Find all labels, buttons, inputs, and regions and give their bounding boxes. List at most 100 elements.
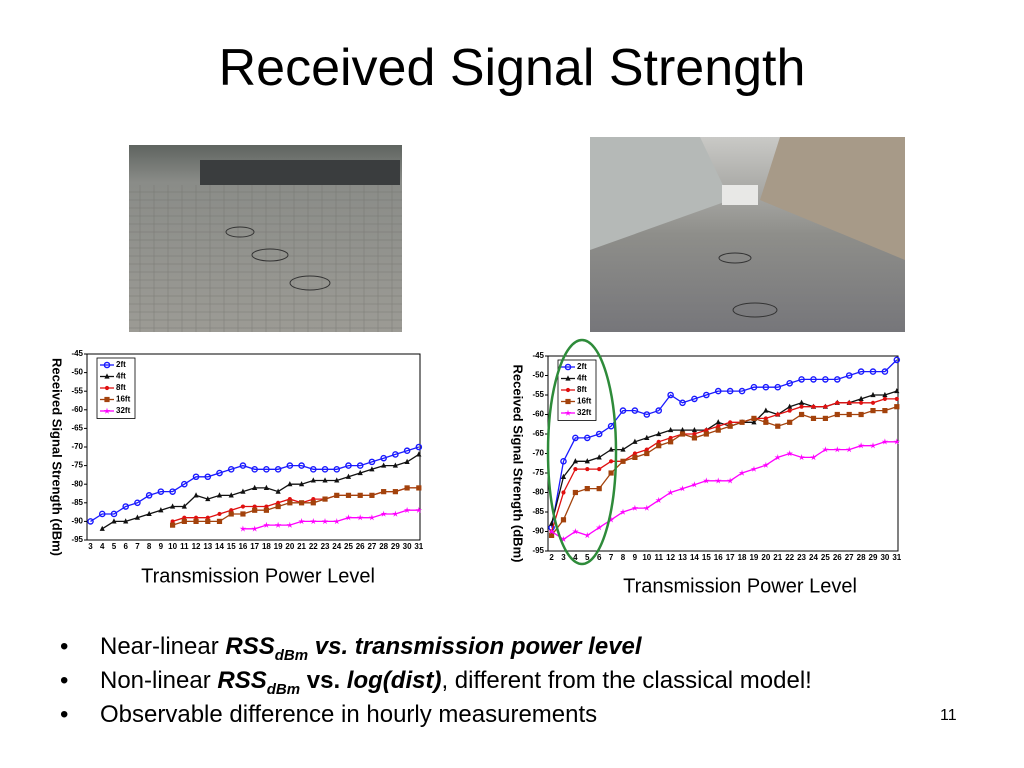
- marker: [103, 407, 111, 414]
- marker: [882, 391, 888, 398]
- x-tick-label: 16: [714, 553, 723, 562]
- marker: [846, 411, 852, 418]
- marker: [169, 522, 176, 528]
- marker: [857, 442, 865, 449]
- legend-label: 32ft: [577, 408, 592, 417]
- x-tick-label: 29: [869, 553, 878, 562]
- marker: [345, 473, 352, 479]
- marker: [193, 492, 199, 498]
- marker: [122, 503, 129, 510]
- marker: [597, 467, 602, 472]
- marker: [403, 506, 411, 513]
- marker: [691, 395, 698, 403]
- marker: [170, 519, 175, 524]
- legend-label: 8ft: [577, 385, 587, 394]
- marker: [811, 404, 816, 409]
- marker: [726, 387, 734, 395]
- marker: [205, 515, 210, 520]
- marker: [381, 462, 387, 468]
- marker: [572, 434, 579, 442]
- series-line: [172, 487, 419, 526]
- x-tick-label: 30: [403, 542, 412, 551]
- bullet-text: Non-linear: [100, 667, 218, 694]
- plot-frame: [547, 355, 899, 552]
- marker: [786, 450, 793, 457]
- bullet-text: vs. transmission power level: [308, 633, 642, 660]
- x-tick-label: 25: [821, 553, 830, 562]
- marker: [572, 458, 578, 464]
- marker: [560, 517, 567, 523]
- marker: [87, 518, 94, 525]
- marker: [298, 462, 305, 469]
- marker: [787, 408, 792, 413]
- x-tick-label: 6: [123, 542, 128, 551]
- marker: [381, 489, 387, 495]
- marker: [205, 518, 211, 524]
- x-tick-label: 23: [797, 553, 806, 562]
- page-number: 11: [940, 707, 957, 724]
- y-tick-label: -60: [71, 405, 83, 414]
- marker: [181, 480, 188, 488]
- marker: [263, 507, 269, 513]
- marker: [833, 376, 841, 383]
- x-axis-label: Transmission Power Level: [623, 575, 857, 597]
- marker: [847, 400, 852, 405]
- marker: [643, 504, 650, 511]
- marker: [619, 407, 627, 414]
- marker: [631, 504, 639, 511]
- y-tick-label: -90: [532, 527, 544, 536]
- x-tick-label: 18: [262, 542, 271, 551]
- marker: [275, 488, 281, 494]
- y-tick-label: -65: [532, 429, 544, 438]
- marker: [103, 361, 111, 369]
- marker: [619, 508, 627, 515]
- marker: [392, 489, 398, 495]
- x-tick-label: 3: [88, 542, 93, 551]
- marker: [822, 376, 829, 383]
- y-tick-label: -70: [532, 449, 544, 458]
- marker: [321, 518, 329, 525]
- marker: [750, 383, 758, 391]
- marker: [334, 492, 340, 498]
- marker: [859, 400, 864, 405]
- x-tick-label: 14: [690, 553, 699, 562]
- x-tick-label: 23: [321, 542, 330, 551]
- marker: [583, 434, 591, 442]
- x-tick-label: 20: [285, 542, 294, 551]
- marker: [810, 415, 817, 421]
- legend-label: 16ft: [577, 397, 592, 406]
- marker: [882, 396, 887, 401]
- marker: [835, 400, 840, 405]
- legend-label: 4ft: [577, 374, 587, 383]
- marker: [798, 399, 805, 405]
- bullet: • Non-linear RSSdBm vs. log(dist), differ…: [60, 667, 812, 698]
- x-tick-label: 12: [192, 542, 201, 551]
- marker: [667, 489, 674, 496]
- marker: [679, 431, 686, 437]
- bullet-text: dBm: [274, 646, 309, 664]
- marker: [216, 492, 223, 498]
- marker: [762, 461, 770, 468]
- marker: [217, 511, 222, 517]
- x-tick-label: 16: [238, 542, 247, 551]
- x-tick-label: 14: [215, 542, 224, 551]
- marker: [182, 515, 187, 520]
- marker: [679, 426, 686, 433]
- marker: [858, 395, 864, 401]
- marker: [631, 407, 639, 414]
- x-tick-label: 7: [609, 553, 614, 562]
- marker: [333, 466, 341, 473]
- x-tick-label: 12: [666, 553, 675, 562]
- marker: [228, 492, 234, 498]
- marker: [548, 520, 555, 526]
- marker: [192, 473, 200, 481]
- y-tick-label: -95: [532, 546, 544, 555]
- marker: [357, 469, 363, 476]
- marker: [774, 383, 782, 391]
- series-line: [242, 509, 419, 530]
- marker: [228, 511, 234, 517]
- bullet-text: log(dist): [346, 667, 442, 694]
- marker: [668, 439, 674, 445]
- x-tick-label: 10: [168, 542, 177, 551]
